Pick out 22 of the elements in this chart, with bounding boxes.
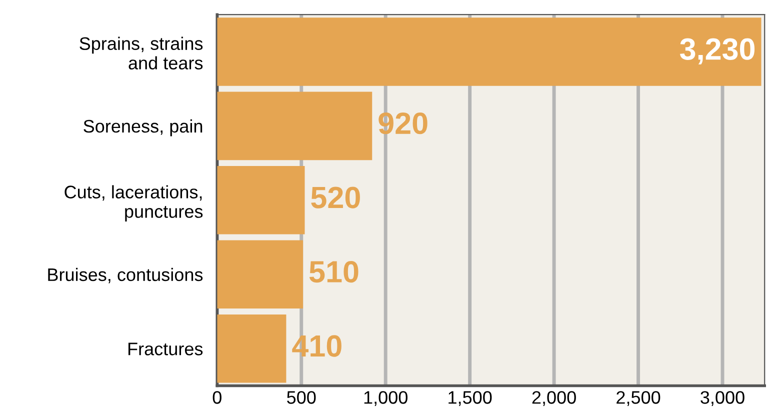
y-tick-label: Bruises, contusions (48, 268, 203, 284)
x-tick-label: 1,500 (448, 391, 492, 406)
data-label: 520 (311, 186, 360, 208)
data-label: 3,230 (680, 38, 755, 64)
y-tick-label: Cuts, lacerations, punctures (64, 185, 203, 222)
bar (217, 18, 762, 86)
x-tick-label: 1,000 (364, 391, 408, 406)
y-tick-label: Soreness, pain (84, 119, 202, 136)
data-label: 510 (309, 260, 358, 283)
x-tick-label: 500 (287, 391, 316, 404)
x-tick-label: 2,500 (616, 391, 660, 406)
x-tick-label: 3,000 (700, 391, 744, 406)
data-label: 410 (292, 335, 342, 357)
x-tick-label: 2,000 (532, 391, 576, 406)
bar (217, 314, 286, 383)
data-label: 920 (378, 112, 428, 134)
x-tick-label: 0 (212, 391, 222, 404)
y-tick-label: Fractures (128, 342, 203, 356)
bar (217, 166, 305, 234)
bar (217, 92, 372, 160)
bar (217, 240, 304, 309)
y-tick-label: Sprains, strains and tears (80, 36, 203, 70)
